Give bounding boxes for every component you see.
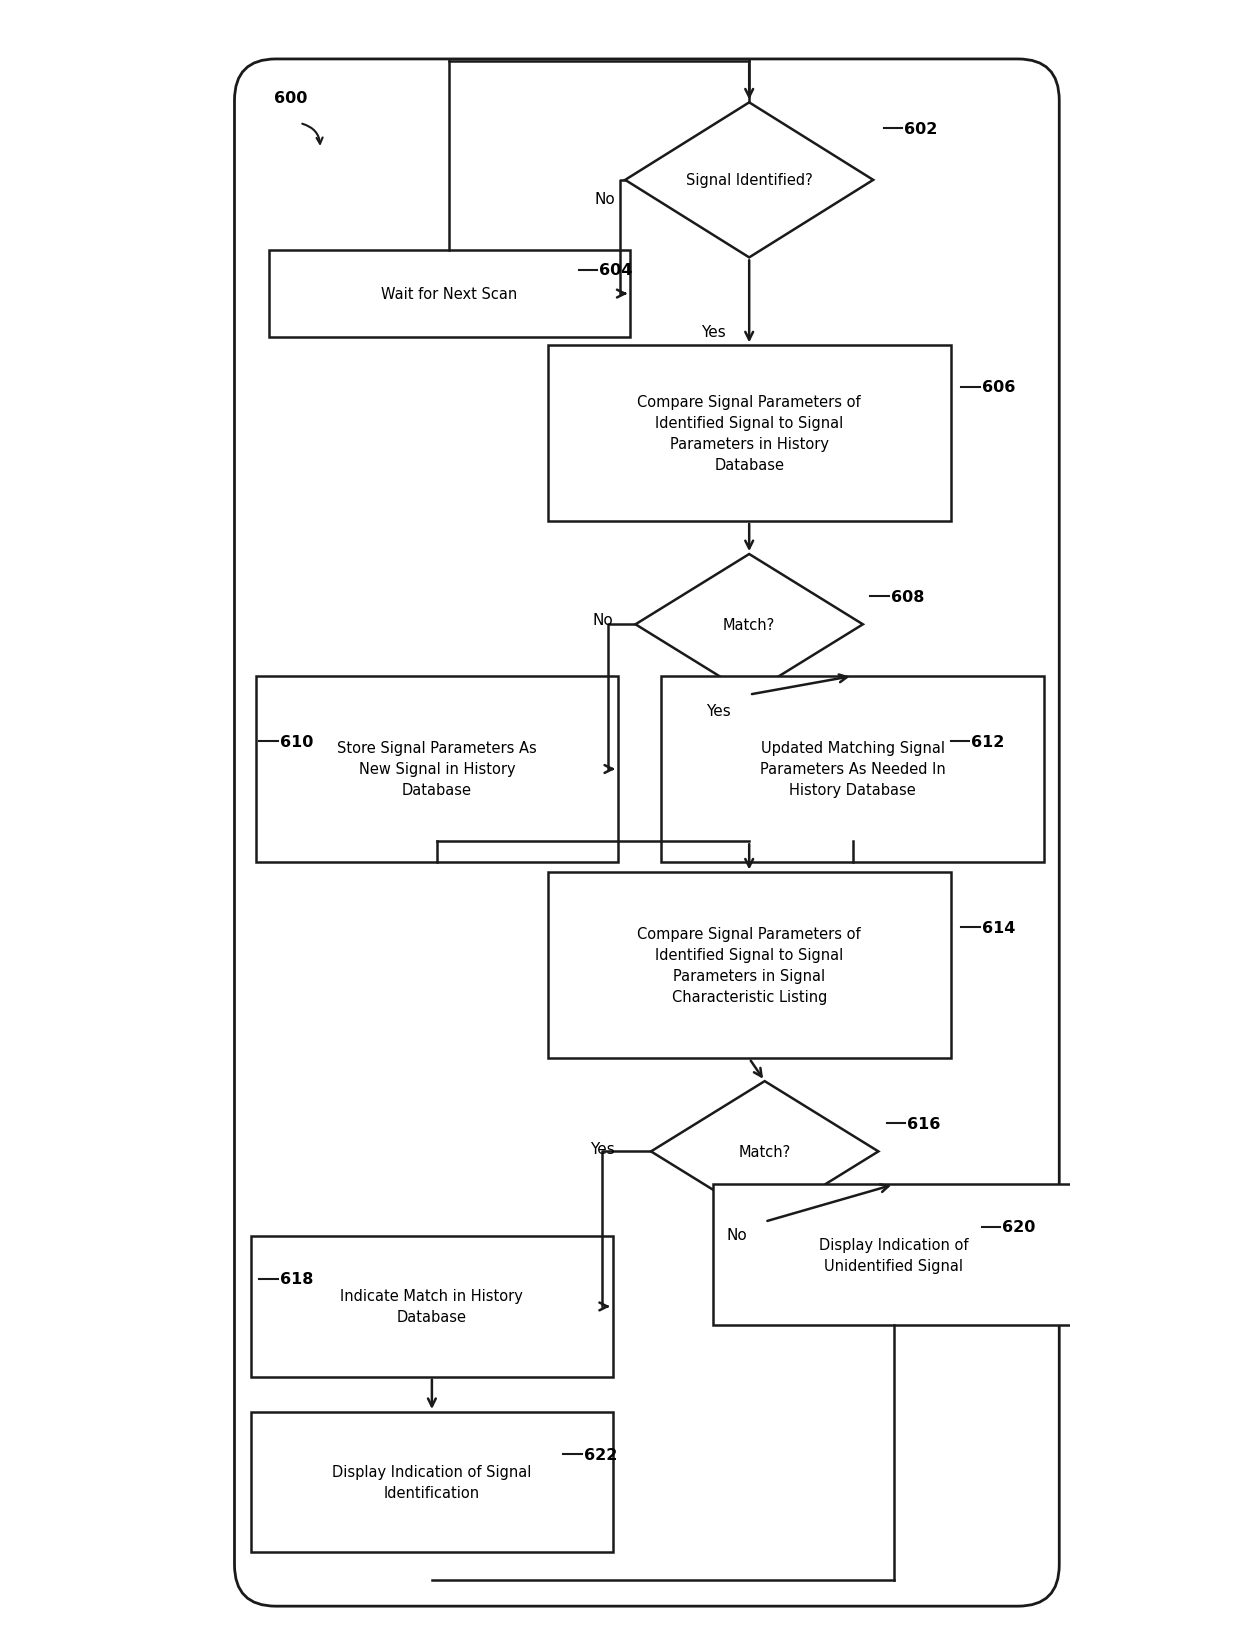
Text: Wait for Next Scan: Wait for Next Scan [382,287,517,302]
FancyBboxPatch shape [234,60,1059,1606]
Text: 604: 604 [599,263,632,277]
Text: No: No [591,612,613,627]
Text: Compare Signal Parameters of
Identified Signal to Signal
Parameters in Signal
Ch: Compare Signal Parameters of Identified … [637,927,861,1005]
Bar [548,346,951,522]
Text: Yes: Yes [590,1141,615,1155]
Text: Yes: Yes [701,325,725,339]
Text: Updated Matching Signal
Parameters As Needed In
History Database: Updated Matching Signal Parameters As Ne… [760,741,945,798]
Text: Indicate Match in History
Database: Indicate Match in History Database [341,1289,523,1325]
Text: 616: 616 [908,1116,941,1131]
Text: Match?: Match? [723,617,775,633]
Polygon shape [651,1082,878,1222]
Text: Yes: Yes [706,703,730,718]
Text: Store Signal Parameters As
New Signal in History
Database: Store Signal Parameters As New Signal in… [337,741,537,798]
Text: 620: 620 [1002,1219,1035,1234]
Text: 622: 622 [584,1448,618,1462]
Polygon shape [636,555,863,695]
Text: 610: 610 [280,734,314,749]
Text: Signal Identified?: Signal Identified? [686,173,812,188]
Text: Compare Signal Parameters of
Identified Signal to Signal
Parameters in History
D: Compare Signal Parameters of Identified … [637,395,861,473]
Bar [713,1185,1075,1325]
Bar [257,677,618,862]
Bar [250,1237,613,1377]
Text: No: No [594,193,615,207]
Bar [548,873,951,1059]
Text: 606: 606 [982,380,1016,395]
Text: 612: 612 [971,734,1004,749]
Polygon shape [625,103,873,258]
Bar [661,677,1044,862]
Bar [269,251,630,338]
Text: No: No [727,1227,748,1242]
Text: Display Indication of
Unidentified Signal: Display Indication of Unidentified Signa… [820,1237,968,1273]
Text: Display Indication of Signal
Identification: Display Indication of Signal Identificat… [332,1464,532,1500]
Text: 618: 618 [280,1271,314,1286]
Text: Match?: Match? [739,1144,791,1159]
Text: 608: 608 [890,589,924,604]
Text: 602: 602 [904,122,937,137]
Text: 600: 600 [274,91,308,106]
Text: 614: 614 [982,920,1016,935]
Bar [250,1412,613,1552]
